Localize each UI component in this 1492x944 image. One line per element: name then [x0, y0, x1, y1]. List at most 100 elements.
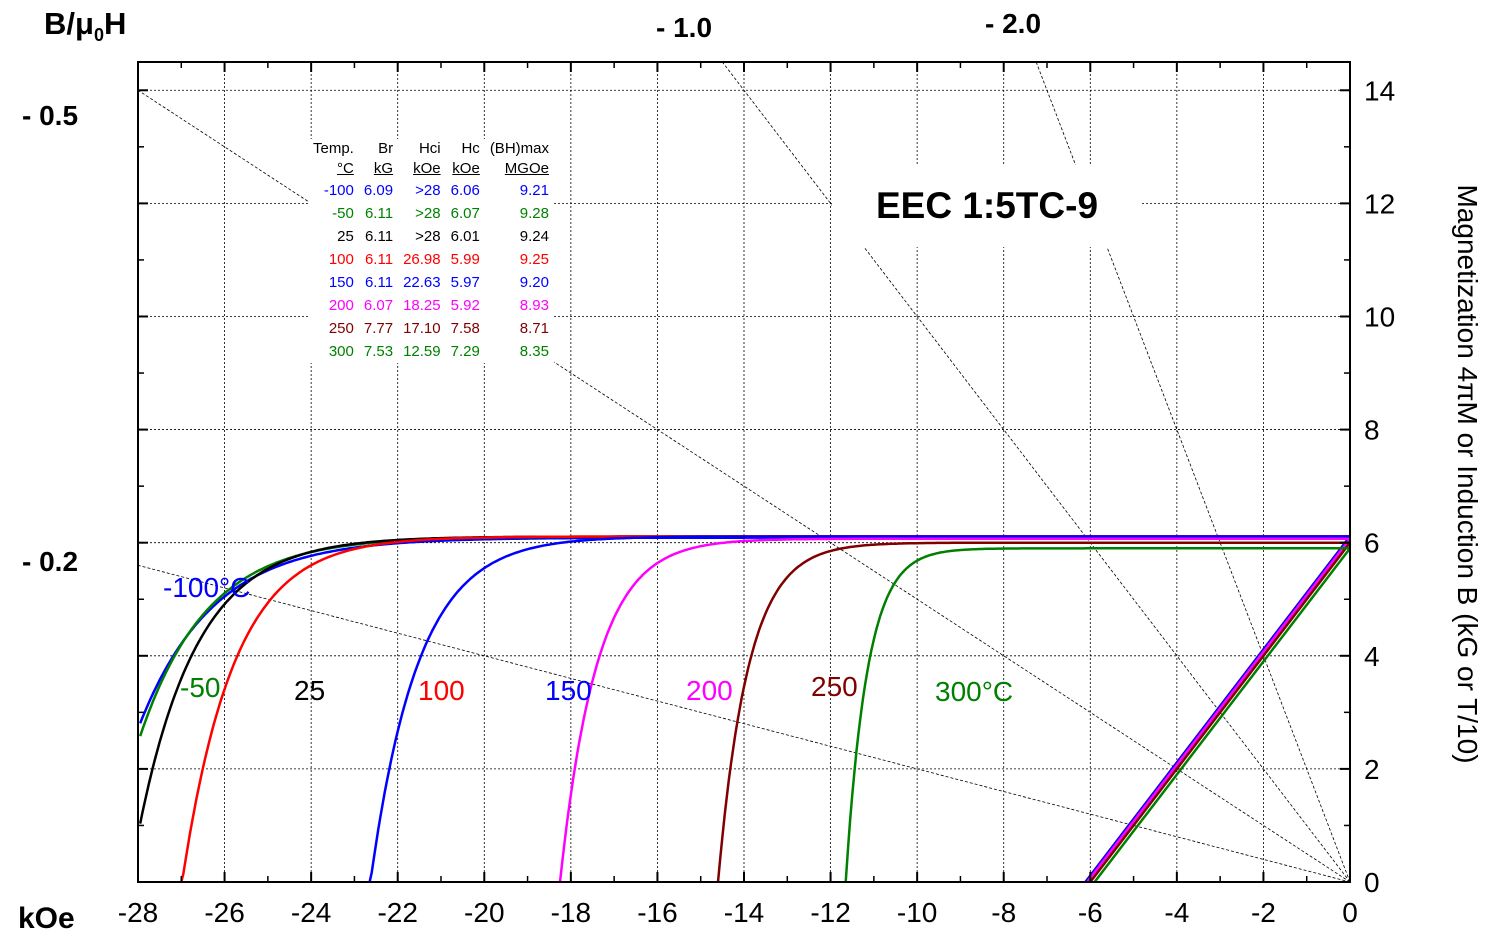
table-cell: 6.11	[364, 228, 394, 245]
unit-hci: kOe	[413, 160, 441, 177]
table-cell: 6.01	[450, 228, 480, 245]
table-cell: -100	[323, 182, 354, 199]
table-cell: >28	[415, 182, 441, 199]
intrinsic-curve	[368, 535, 1350, 883]
table-cell: 300	[328, 343, 354, 360]
curve-label-25: 25	[294, 675, 326, 706]
table-cell: 26.98	[403, 251, 441, 268]
table-cell: 6.11	[364, 205, 394, 222]
load-line	[137, 564, 1351, 883]
table-cell: 8.71	[519, 320, 549, 337]
unit-bhmax: MGOe	[504, 160, 549, 177]
intrinsic-curve	[844, 547, 1350, 883]
normal-curve	[1093, 547, 1351, 883]
x-tick-label: -26	[204, 897, 244, 928]
table-row: 25 6.11 >28 6.01 9.24	[308, 225, 554, 248]
x-tick-label: -4	[1164, 897, 1189, 928]
y-tick-label: 12	[1364, 188, 1395, 219]
y-tick-label: 0	[1364, 867, 1380, 898]
table-cell: 18.25	[403, 297, 441, 314]
table-row: 250 7.77 17.10 7.58 8.71	[308, 317, 554, 340]
loadline-label-2.0: - 2.0	[985, 8, 1042, 39]
table-cell: 9.28	[519, 205, 549, 222]
normal-curve	[1084, 535, 1351, 883]
intrinsic-curve	[139, 535, 1350, 737]
table-cell: 17.10	[403, 320, 441, 337]
table-cell: >28	[415, 228, 441, 245]
curve-label-minus50: -50	[180, 672, 221, 703]
right-axis-title: Magnetization 4πM or Induction B (kG or …	[1452, 184, 1483, 764]
header-bhmax: (BH)max	[489, 140, 549, 157]
table-cell: 7.29	[450, 343, 480, 360]
unit-hc: kOe	[452, 160, 480, 177]
table-cell: 6.06	[450, 182, 480, 199]
table-cell: 6.11	[364, 251, 394, 268]
curve-label-150: 150	[545, 675, 592, 706]
x-tick-label: -10	[897, 897, 937, 928]
normal-curve	[1086, 537, 1351, 883]
table-cell: 9.24	[519, 228, 549, 245]
table-cell: 7.58	[450, 320, 480, 337]
normal-curve	[1089, 541, 1351, 883]
table-cell: 6.11	[364, 274, 394, 291]
table-cell: 6.07	[450, 205, 480, 222]
x-tick-label: -14	[724, 897, 764, 928]
intrinsic-curve	[558, 537, 1350, 883]
loadline-label-0.2: - 0.2	[22, 546, 79, 577]
x-tick-label: 0	[1342, 897, 1358, 928]
x-tick-label: -2	[1251, 897, 1276, 928]
table-cell: 8.93	[519, 297, 549, 314]
table-cell: 6.09	[363, 182, 394, 199]
x-tick-label: -24	[291, 897, 331, 928]
table-cell: 25	[337, 228, 354, 245]
x-tick-label: -16	[637, 897, 677, 928]
table-cell: -50	[332, 205, 354, 222]
table-cell: 250	[328, 320, 354, 337]
curve-label-250: 250	[811, 671, 858, 702]
y-tick-label: 2	[1364, 754, 1380, 785]
y-tick-label: 4	[1364, 641, 1380, 672]
chart-title: EEC 1:5TC-9	[832, 165, 1142, 247]
x-tick-label: -6	[1078, 897, 1103, 928]
header-hc: Hc	[461, 140, 480, 157]
table-row: 200 6.07 18.25 5.92 8.93	[308, 294, 554, 317]
table-cell: 9.25	[519, 251, 549, 268]
table-cell: 6.07	[363, 297, 394, 314]
y-tick-label: 8	[1364, 415, 1380, 446]
table-cell: 150	[328, 274, 354, 291]
table-cell: 5.99	[450, 251, 480, 268]
curve-label-300: 300°C	[935, 676, 1014, 707]
table-cell: 9.21	[519, 182, 549, 199]
unit-temp: °C	[337, 160, 354, 177]
table-row: 300 7.53 12.59 7.29 8.35	[308, 340, 554, 363]
y-tick-label: 10	[1364, 301, 1395, 332]
curve-label-minus100: -100°C	[163, 572, 251, 603]
table-cell: 7.53	[363, 343, 394, 360]
table-cell: 9.20	[519, 274, 549, 291]
table-row: -50 6.11 >28 6.07 9.28	[308, 202, 554, 225]
table-row: 100 6.11 26.98 5.99 9.25	[308, 248, 554, 271]
properties-table: Temp. Br Hci Hc (BH)max °C kG kOe kOe MG…	[308, 139, 554, 363]
x-tick-label: -8	[991, 897, 1016, 928]
x-axis-title: kOe	[18, 902, 75, 935]
table-cell: 5.92	[450, 297, 480, 314]
left-axis-title: B/μ0H	[44, 6, 127, 46]
x-tick-label: -22	[377, 897, 417, 928]
table-cell: 22.63	[403, 274, 441, 291]
y-tick-label: 14	[1364, 75, 1395, 106]
table-header-row: Temp. Br Hci Hc (BH)max	[308, 139, 554, 159]
curve-label-200: 200	[686, 675, 733, 706]
y-tick-label: 6	[1364, 528, 1380, 559]
table-cell: 100	[328, 251, 354, 268]
axis-ticks: -28 -26 -24 -22 -20 -18 -16 -14 -12 -10 -8 -6 -4 -2 00…	[118, 62, 1395, 928]
intrinsic-curve	[716, 541, 1350, 883]
table-cell: 12.59	[403, 343, 441, 360]
demag-curves	[138, 535, 1351, 883]
unit-br: kG	[373, 160, 394, 177]
table-cell: 8.35	[519, 343, 549, 360]
table-cell: >28	[415, 205, 441, 222]
header-br: Br	[378, 140, 394, 157]
table-cell: 7.77	[363, 320, 394, 337]
header-temp: Temp.	[313, 140, 354, 157]
